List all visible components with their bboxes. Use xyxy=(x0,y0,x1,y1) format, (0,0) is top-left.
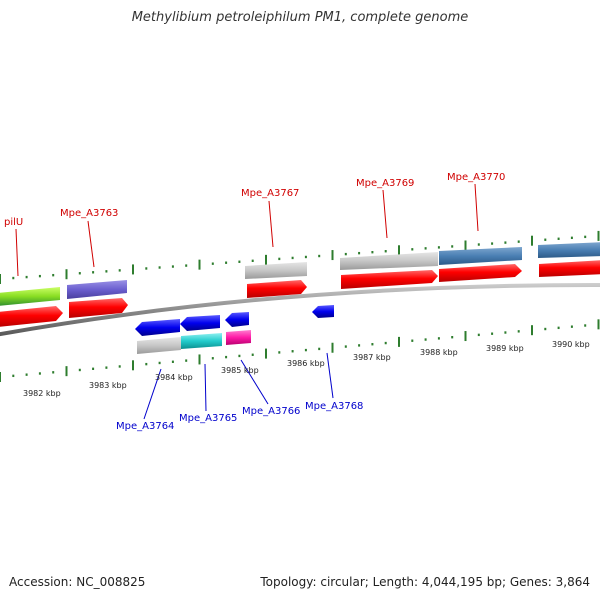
scale-label: 3985 kbp xyxy=(221,366,259,375)
cds-Mpe_A3766-arrow[interactable] xyxy=(225,312,249,327)
cds-Mpe_A3764-arrow[interactable] xyxy=(135,319,180,336)
cds-Mpe_A3768-arrow[interactable] xyxy=(312,305,334,318)
cds-next-arrow[interactable] xyxy=(539,260,600,277)
cds-Mpe_A3763-arrow[interactable] xyxy=(69,298,128,318)
label-Mpe_A3770[interactable]: Mpe_A3770 xyxy=(447,172,505,183)
cds-Mpe_A3765-arrow[interactable] xyxy=(180,315,220,331)
leader-Mpe_A3769 xyxy=(382,189,388,239)
gene-pilU-feature[interactable] xyxy=(0,287,60,306)
leader-Mpe_A3766 xyxy=(240,359,269,405)
label-Mpe_A3766[interactable]: Mpe_A3766 xyxy=(242,406,300,417)
leader-Mpe_A3767 xyxy=(268,200,274,248)
scale-label: 3989 kbp xyxy=(486,344,524,353)
cds-Mpe_A3767-arrow[interactable] xyxy=(247,280,307,298)
scale-label: 3987 kbp xyxy=(353,353,391,362)
cds-pilU-arrow[interactable] xyxy=(0,306,63,327)
scale-label: 3982 kbp xyxy=(23,389,61,398)
label-Mpe_A3768[interactable]: Mpe_A3768 xyxy=(305,401,363,412)
forward-tick-track xyxy=(0,230,600,284)
gene-next-feature[interactable] xyxy=(538,242,600,258)
accession-text: Accession: NC_008825 xyxy=(9,575,146,589)
leader-Mpe_A3765 xyxy=(204,363,207,412)
scale-label: 3990 kbp xyxy=(552,340,590,349)
genome-info-text: Topology: circular; Length: 4,044,195 bp… xyxy=(260,575,590,589)
leader-Mpe_A3770 xyxy=(474,183,479,232)
label-Mpe_A3765[interactable]: Mpe_A3765 xyxy=(179,413,237,424)
label-pilU[interactable]: pilU xyxy=(4,217,23,228)
cds-Mpe_A3770-arrow[interactable] xyxy=(439,264,522,282)
gene-Mpe_A3766-feature[interactable] xyxy=(226,330,251,345)
map-title: Methylibium petroleiphilum PM1, complete… xyxy=(131,10,469,25)
label-Mpe_A3764[interactable]: Mpe_A3764 xyxy=(116,421,174,432)
label-Mpe_A3769[interactable]: Mpe_A3769 xyxy=(356,178,414,189)
gene-Mpe_A3770-feature[interactable] xyxy=(439,247,522,265)
leader-Mpe_A3763 xyxy=(87,220,95,268)
gene-Mpe_A3767-feature[interactable] xyxy=(245,262,307,279)
gene-Mpe_A3763-feature[interactable] xyxy=(67,280,127,299)
scale-label: 3983 kbp xyxy=(89,381,127,390)
scale-label: 3986 kbp xyxy=(287,359,325,368)
scale-label: 3988 kbp xyxy=(420,348,458,357)
label-Mpe_A3767[interactable]: Mpe_A3767 xyxy=(241,188,299,199)
gene-Mpe_A3764-feature[interactable] xyxy=(137,337,181,354)
leader-Mpe_A3764 xyxy=(143,368,162,420)
leader-Mpe_A3768 xyxy=(326,352,334,399)
leader-pilU xyxy=(15,228,19,277)
scale-label: 3984 kbp xyxy=(155,373,193,382)
cds-Mpe_A3769-arrow[interactable] xyxy=(341,270,438,289)
reverse-tick-track xyxy=(0,319,600,382)
gene-Mpe_A3769-feature[interactable] xyxy=(340,252,438,270)
gene-Mpe_A3765-feature[interactable] xyxy=(181,333,222,349)
label-Mpe_A3763[interactable]: Mpe_A3763 xyxy=(60,208,118,219)
